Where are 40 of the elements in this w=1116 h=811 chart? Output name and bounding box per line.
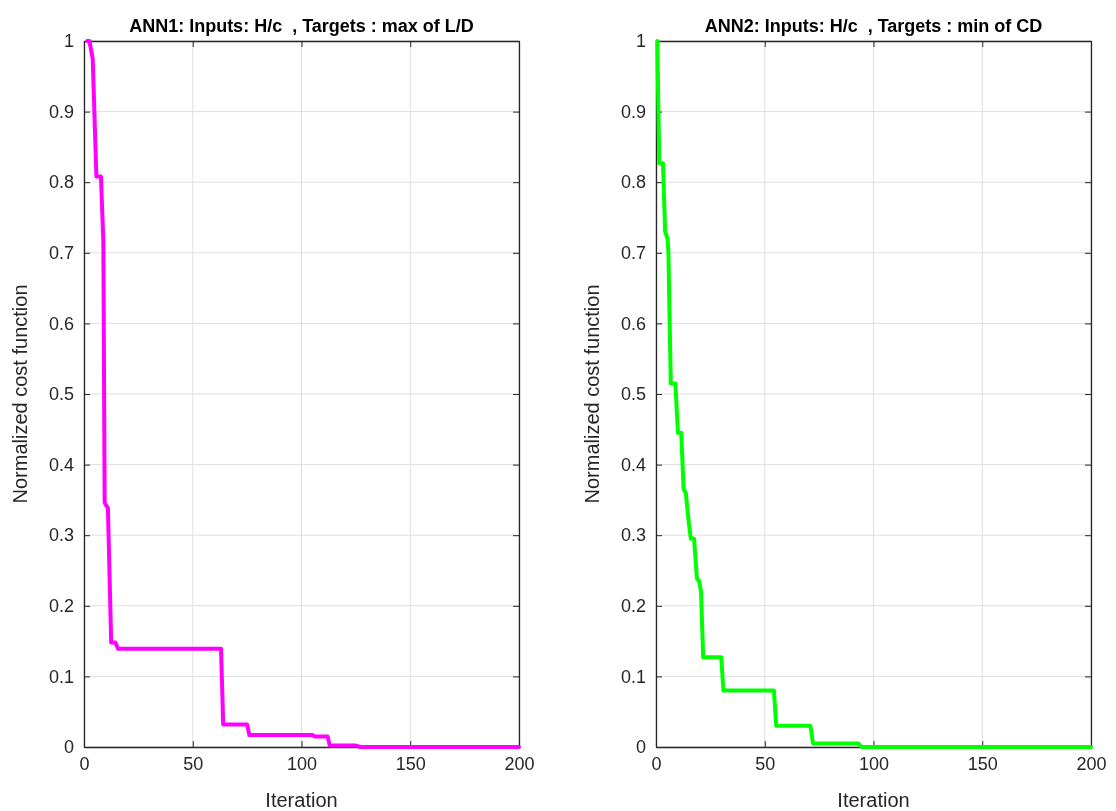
y-axis-title: Normalized cost function	[9, 284, 31, 504]
y-tick-label: 0.8	[48, 172, 74, 193]
y-tick-label: 0.5	[620, 384, 646, 405]
y-tick-label: 0.9	[48, 101, 74, 122]
y-tick-label: 0.3	[48, 525, 74, 546]
y-axis-title: Normalized cost function	[581, 284, 603, 504]
x-tick-label: 100	[858, 753, 890, 774]
y-tick-label: 1	[635, 31, 646, 52]
y-tick-label: 0.2	[48, 596, 74, 617]
line-series	[655, 39, 1093, 749]
y-tick-label: 0.9	[620, 101, 646, 122]
x-tick-label: 200	[1076, 753, 1107, 774]
x-tick-label: 50	[755, 753, 776, 774]
x-tick-label: 150	[395, 753, 426, 774]
y-tick-label: 0.8	[620, 172, 646, 193]
chart-title: ANN1: Inputs: H/c , Targets : max of L/D	[129, 16, 474, 36]
y-tick-label: 0	[63, 737, 74, 758]
y-tick-label: 0.5	[48, 384, 74, 405]
y-tick-label: 0.7	[48, 243, 74, 264]
y-tick-label: 0.3	[620, 525, 646, 546]
x-axis-title: Iteration	[837, 789, 910, 811]
x-tick-label: 200	[504, 753, 535, 774]
y-tick-label: 0.6	[620, 313, 646, 334]
y-tick-label: 0.1	[48, 666, 74, 687]
y-tick-label: 0.6	[48, 313, 74, 334]
x-tick-label: 50	[183, 753, 204, 774]
chart-title: ANN2: Inputs: H/c , Targets : min of CD	[704, 16, 1043, 36]
y-tick-label: 0	[635, 737, 646, 758]
x-tick-label: 0	[79, 753, 90, 774]
y-tick-label: 0.7	[620, 243, 646, 264]
y-tick-label: 0.2	[620, 596, 646, 617]
line-series	[85, 39, 521, 749]
x-axis-title: Iteration	[265, 789, 338, 811]
x-tick-label: 0	[651, 753, 662, 774]
x-tick-label: 100	[286, 753, 318, 774]
y-tick-label: 0.4	[620, 454, 646, 475]
y-tick-label: 0.4	[48, 454, 74, 475]
x-tick-label: 150	[967, 753, 998, 774]
y-tick-label: 1	[63, 31, 74, 52]
y-tick-label: 0.1	[620, 666, 646, 687]
